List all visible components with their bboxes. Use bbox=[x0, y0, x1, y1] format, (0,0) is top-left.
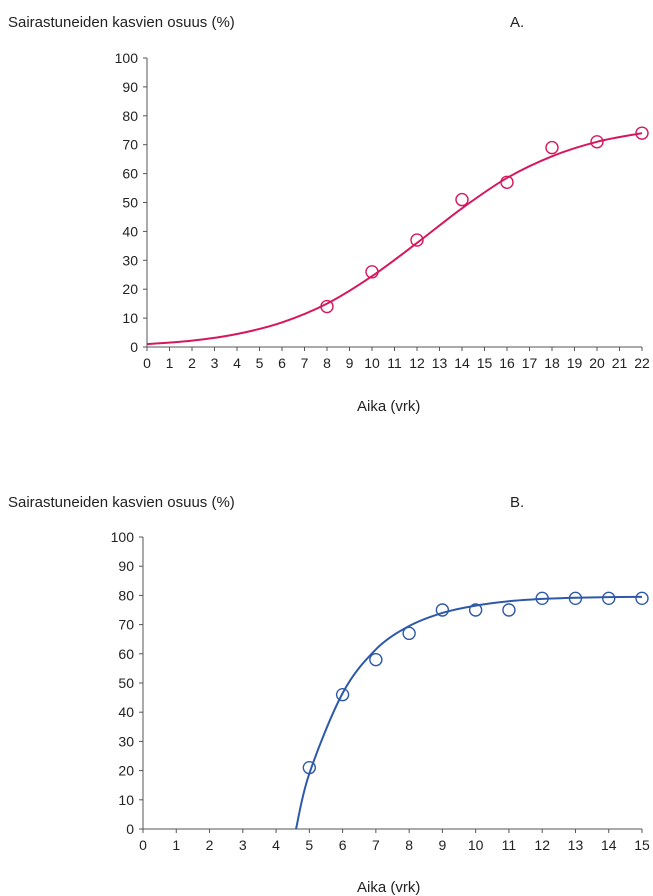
y-tick-label: 10 bbox=[118, 792, 134, 808]
y-tick-label: 90 bbox=[122, 79, 138, 95]
x-tick-label: 4 bbox=[272, 837, 280, 853]
x-tick-label: 9 bbox=[346, 355, 354, 371]
panel-label: B. bbox=[510, 494, 525, 511]
data-point bbox=[500, 175, 514, 189]
x-tick-label: 3 bbox=[211, 355, 219, 371]
y-tick-label: 100 bbox=[111, 529, 135, 545]
x-tick-label: 11 bbox=[387, 355, 402, 371]
x-tick-label: 10 bbox=[364, 355, 380, 371]
x-tick-label: 6 bbox=[339, 837, 347, 853]
y-tick-label: 60 bbox=[122, 166, 138, 182]
data-point bbox=[568, 591, 583, 606]
y-tick-label: 70 bbox=[118, 617, 134, 633]
y-tick-label: 50 bbox=[118, 675, 134, 691]
x-tick-label: 7 bbox=[372, 837, 380, 853]
data-point bbox=[545, 140, 559, 155]
data-point bbox=[455, 192, 469, 207]
data-point bbox=[435, 603, 450, 617]
x-tick-label: 16 bbox=[499, 355, 515, 371]
y-tick-label: 50 bbox=[122, 195, 138, 211]
data-point bbox=[335, 687, 350, 702]
x-tick-label: 17 bbox=[522, 355, 538, 371]
data-point bbox=[320, 299, 334, 314]
y-tick-label: 30 bbox=[118, 733, 134, 749]
x-tick-label: 8 bbox=[405, 837, 413, 853]
x-tick-label: 14 bbox=[601, 837, 617, 853]
x-tick-label: 0 bbox=[139, 837, 147, 853]
y-axis-title: Sairastuneiden kasvien osuus (%) bbox=[8, 494, 235, 511]
x-tick-label: 12 bbox=[409, 355, 425, 371]
x-tick-label: 5 bbox=[305, 837, 313, 853]
x-tick-label: 2 bbox=[206, 837, 214, 853]
fit-curve-line bbox=[295, 595, 643, 830]
chart-b: Sairastuneiden kasvien osuus (%) B. 0 10 2… bbox=[0, 480, 653, 896]
data-point bbox=[302, 760, 317, 775]
y-axis-title: Sairastuneiden kasvien osuus (%) bbox=[8, 14, 235, 31]
data-point bbox=[635, 126, 649, 140]
chart-a: Sairastuneiden kasvien osuus (%) A. 0 10 2… bbox=[0, 0, 653, 430]
y-tick-label: 10 bbox=[122, 310, 138, 326]
y-tick-label: 40 bbox=[118, 704, 134, 720]
data-point bbox=[635, 591, 649, 606]
y-tick-label: 20 bbox=[122, 281, 138, 297]
y-tick-label: 0 bbox=[130, 339, 138, 355]
data-point bbox=[590, 135, 604, 149]
x-tick-label: 9 bbox=[439, 837, 447, 853]
x-tick-label: 15 bbox=[477, 355, 493, 371]
y-tick-label: 30 bbox=[122, 252, 138, 268]
data-point bbox=[369, 652, 383, 667]
y-tick-label: 0 bbox=[126, 821, 134, 837]
fit-curve-line bbox=[146, 132, 643, 346]
y-tick-label: 80 bbox=[122, 108, 138, 124]
data-point bbox=[535, 591, 549, 606]
y-tick-label: 20 bbox=[118, 763, 134, 779]
y-tick-label: 40 bbox=[122, 223, 138, 239]
x-tick-label: 11 bbox=[502, 837, 517, 853]
y-tick-label: 90 bbox=[118, 558, 134, 574]
data-point bbox=[410, 233, 424, 247]
x-tick-label: 10 bbox=[468, 837, 484, 853]
x-tick-label: 14 bbox=[454, 355, 470, 371]
x-tick-label: 13 bbox=[568, 837, 584, 853]
panel-label: A. bbox=[510, 14, 525, 31]
data-point bbox=[365, 265, 379, 279]
x-tick-label: 1 bbox=[166, 355, 174, 371]
data-point bbox=[502, 603, 516, 617]
y-tick-label: 100 bbox=[115, 50, 139, 66]
y-tick-label: 80 bbox=[118, 587, 134, 603]
x-tick-label: 0 bbox=[143, 355, 151, 371]
data-point bbox=[402, 626, 416, 641]
x-tick-label: 2 bbox=[188, 355, 196, 371]
x-tick-label: 18 bbox=[544, 355, 560, 371]
x-axis-title: Aika (vrk) bbox=[357, 879, 421, 896]
data-point bbox=[602, 591, 616, 606]
x-tick-label: 8 bbox=[323, 355, 331, 371]
x-axis-title: Aika (vrk) bbox=[357, 398, 421, 415]
x-tick-label: 7 bbox=[301, 355, 309, 371]
x-tick-label: 1 bbox=[172, 837, 180, 853]
x-tick-label: 5 bbox=[256, 355, 264, 371]
x-tick-label: 20 bbox=[589, 355, 605, 371]
y-tick-label: 60 bbox=[118, 646, 134, 662]
x-tick-label: 3 bbox=[239, 837, 247, 853]
x-tick-label: 19 bbox=[567, 355, 583, 371]
x-tick-label: 12 bbox=[534, 837, 550, 853]
x-tick-label: 13 bbox=[432, 355, 448, 371]
x-tick-label: 6 bbox=[278, 355, 286, 371]
x-tick-label: 22 bbox=[634, 355, 650, 371]
y-tick-label: 70 bbox=[122, 137, 138, 153]
data-point bbox=[468, 603, 483, 617]
x-tick-label: 15 bbox=[634, 837, 650, 853]
x-tick-label: 21 bbox=[612, 355, 628, 371]
x-tick-label: 4 bbox=[233, 355, 241, 371]
